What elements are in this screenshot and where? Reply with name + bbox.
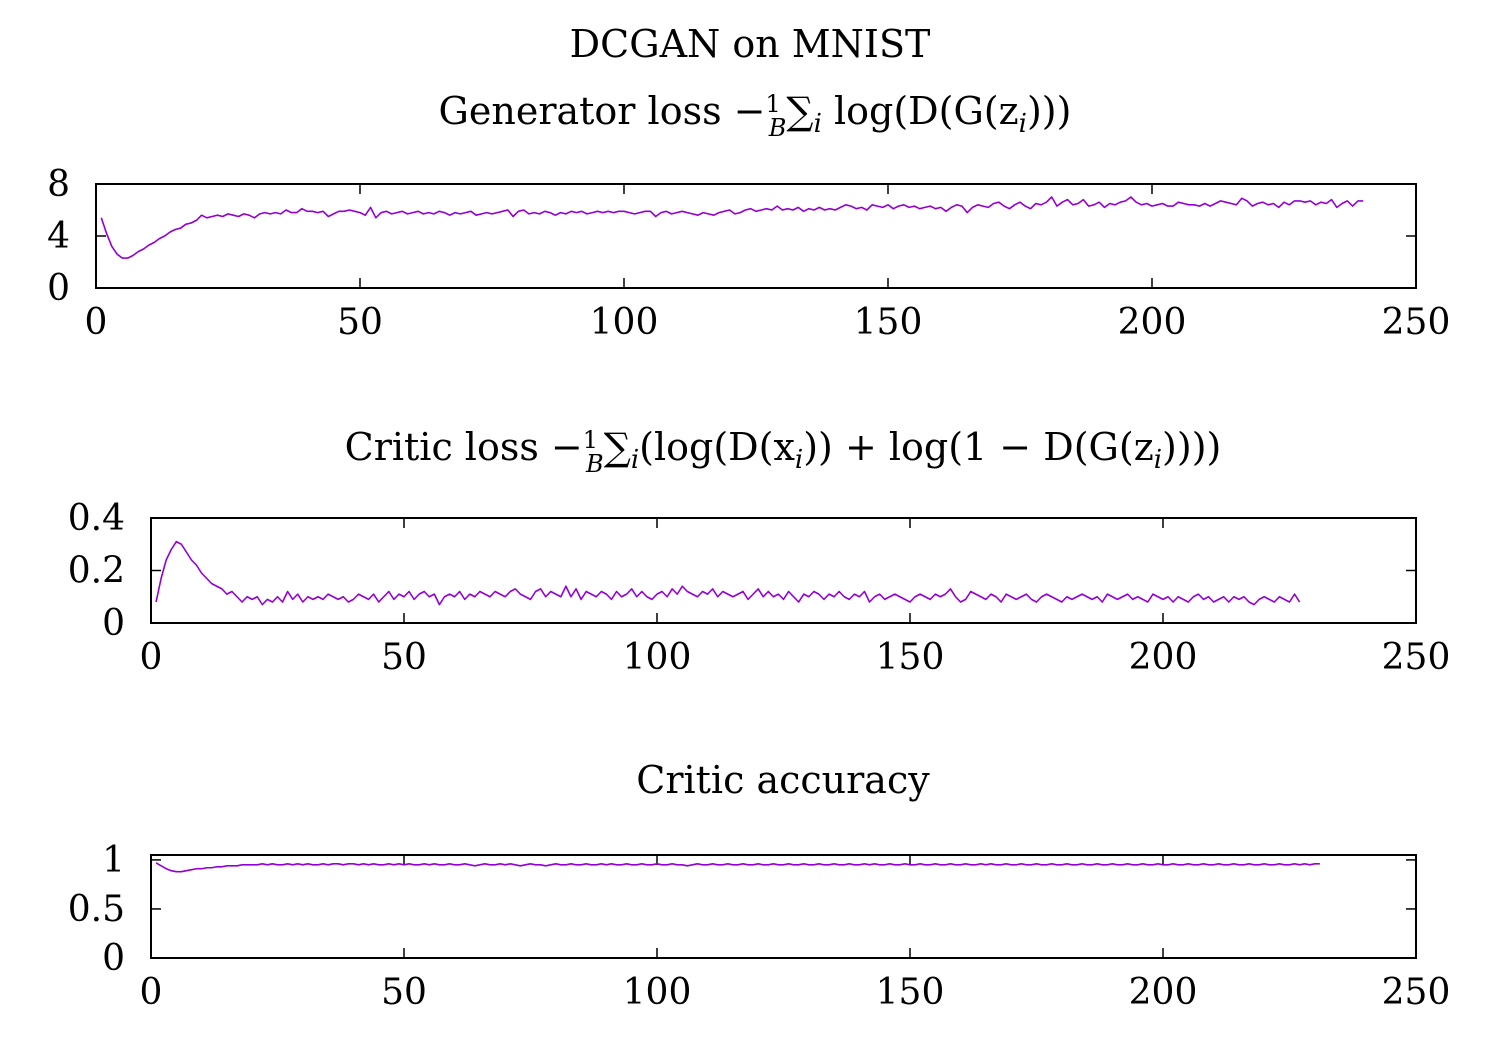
critic-loss-expr: (log(D(x — [639, 425, 795, 469]
critic-loss-title: Critic loss −1 B∑i(log(D(xi)) + log(1 − D… — [345, 425, 1222, 478]
generator-loss-series-line — [100, 196, 1364, 259]
critic-accuracy-ytick-label: 0.5 — [68, 889, 125, 930]
critic-accuracy-xtick-label: 150 — [876, 972, 945, 1013]
generator-loss-expr-sub: i — [1019, 109, 1027, 139]
critic-loss-frac-num: 1 — [583, 426, 598, 454]
critic-loss-xtick-label: 250 — [1382, 637, 1451, 678]
generator-loss-frac-num: 1 — [766, 90, 781, 118]
generator-loss-xtick-label: 250 — [1382, 302, 1451, 343]
critic-accuracy-xtick-label: 250 — [1382, 972, 1451, 1013]
critic-accuracy-title: Critic accuracy — [636, 758, 930, 802]
critic-accuracy-ytick-label: 0 — [102, 938, 125, 979]
critic-loss-expr-sub: i — [795, 445, 803, 475]
generator-loss-sum: ∑ — [786, 89, 813, 133]
generator-loss-xtick-label: 150 — [854, 302, 923, 343]
critic-loss-xtick-label: 50 — [381, 637, 427, 678]
critic-loss-xtick-label: 200 — [1129, 637, 1198, 678]
critic-accuracy-series-line — [155, 862, 1320, 873]
generator-loss-frac-den: B — [768, 114, 787, 142]
critic-accuracy-frame — [150, 854, 1417, 959]
critic-accuracy-xtick-label: 200 — [1129, 972, 1198, 1013]
generator-loss-xtick-label: 100 — [590, 302, 659, 343]
critic-loss-ytick-label: 0.2 — [68, 551, 125, 592]
critic-loss-frame — [150, 517, 1417, 624]
critic-loss-sum: ∑ — [604, 425, 631, 469]
critic-loss-sum-sub: i — [631, 445, 639, 475]
critic-accuracy-xtick-label: 100 — [623, 972, 692, 1013]
generator-loss-title-pre: Generator loss − — [439, 89, 766, 133]
generator-loss-axes: 0 50 100 150 200 250 0 4 8 — [47, 164, 1450, 343]
critic-loss-frac-den: B — [585, 450, 604, 478]
generator-loss-sum-sub: i — [814, 109, 822, 139]
critic-loss-xtick-label: 0 — [140, 637, 163, 678]
critic-loss-title-pre: Critic loss − — [345, 425, 583, 469]
generator-loss-ytick-label: 8 — [47, 164, 70, 205]
generator-loss-xtick-label: 50 — [337, 302, 383, 343]
critic-loss-ytick-label: 0 — [102, 603, 125, 644]
critic-loss-expr-mid: )) + log(1 − D(G(z — [803, 425, 1154, 469]
generator-loss-title: Generator loss −1 B∑i log(D(G(zi))) — [439, 89, 1072, 142]
generator-loss-xtick-label: 200 — [1118, 302, 1187, 343]
critic-accuracy-xtick-label: 0 — [140, 972, 163, 1013]
critic-loss-ytick-label: 0.4 — [68, 498, 125, 539]
generator-loss-panel: Generator loss −1 B∑i log(D(G(zi))) 0 50 10… — [47, 89, 1450, 343]
critic-accuracy-panel: Critic accuracy 0 50 100 150 200 250 0 0.5 1 — [68, 758, 1451, 1013]
critic-loss-series-line — [155, 540, 1301, 606]
generator-loss-ytick-label: 0 — [47, 268, 70, 309]
critic-accuracy-xtick-label: 50 — [381, 972, 427, 1013]
generator-loss-frame — [95, 183, 1417, 289]
critic-loss-panel: Critic loss −1 B∑i(log(D(xi)) + log(1 − D… — [68, 425, 1451, 678]
critic-loss-axes: 0 50 100 150 200 250 0 0.2 0.4 — [68, 498, 1451, 678]
critic-accuracy-ytick-label: 1 — [102, 840, 125, 881]
figure-title: DCGAN on MNIST — [570, 22, 931, 66]
critic-loss-xtick-label: 150 — [876, 637, 945, 678]
critic-loss-expr-mid-sub: i — [1154, 445, 1162, 475]
generator-loss-xtick-label: 0 — [85, 302, 108, 343]
critic-loss-expr-tail: )))) — [1162, 425, 1221, 469]
critic-accuracy-axes: 0 50 100 150 200 250 0 0.5 1 — [68, 840, 1451, 1013]
generator-loss-expr-tail: ))) — [1027, 89, 1071, 133]
generator-loss-ytick-label: 4 — [47, 216, 70, 257]
generator-loss-expr: log(D(G(z — [822, 89, 1019, 133]
critic-loss-xtick-label: 100 — [623, 637, 692, 678]
